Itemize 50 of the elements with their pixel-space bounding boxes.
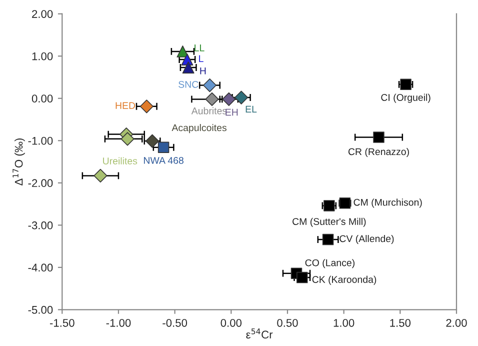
point [322, 234, 334, 246]
x-tick-label: 2.00 [446, 318, 467, 327]
series-label: Aubrites [191, 107, 227, 114]
point [205, 92, 219, 106]
series-label: H [200, 68, 206, 74]
x-tick-label: -1.50 [50, 318, 74, 327]
y-tick-label: -1.00 [28, 136, 53, 145]
y-tick-label: -4.00 [28, 264, 53, 272]
series-label: Ureilites [103, 157, 138, 164]
point [373, 132, 384, 143]
point [94, 168, 108, 183]
series-label: L [199, 55, 204, 62]
point [182, 62, 194, 74]
series-label: Acapulcoites [172, 124, 226, 134]
point [120, 132, 134, 146]
series-label: LL [194, 44, 204, 52]
series-label: CO (Lance) [305, 259, 354, 268]
point [140, 100, 154, 114]
x-tick-label: 1.50 [390, 318, 411, 327]
series-label: EH [226, 108, 238, 116]
y-tick-label: 1.00 [32, 52, 53, 60]
series-label: CI (Orgueil) [381, 94, 430, 103]
x-axis-title: ε$^{54}$Cr [246, 328, 273, 339]
x-tick-label: -0.50 [162, 318, 188, 327]
series-label: CM (Sutter's Mill) [292, 218, 366, 227]
series-label: EL [246, 106, 257, 113]
y-tick-label: -3.00 [28, 221, 53, 230]
point [222, 92, 236, 106]
point [158, 142, 170, 154]
point [234, 90, 248, 104]
x-tick-label: 1.00 [334, 318, 354, 327]
y-tick-label: -5.00 [28, 306, 53, 314]
series-label: HED [116, 102, 136, 109]
x-tick-label: 0.50 [277, 318, 298, 327]
x-tick-label: -1.00 [106, 318, 131, 327]
series-label: CR (Renazzo) [348, 148, 409, 158]
y-tick-label: -2.00 [28, 179, 53, 188]
series-label: NWA 468 [144, 157, 184, 164]
point [324, 200, 335, 212]
series-label: CM (Murchison) [354, 198, 422, 208]
series-label: CK (Karoonda) [312, 276, 376, 285]
y-tick-label: 0.00 [32, 94, 53, 102]
point [400, 78, 412, 90]
x-tick-label: 0.00 [220, 318, 242, 327]
y-axis-title: Δ$^{17}$O (‰) [12, 138, 25, 186]
point [296, 272, 308, 284]
y-tick-label: 2.00 [32, 10, 53, 18]
point [202, 78, 217, 92]
series-label: SNC [178, 80, 198, 88]
series-label: CV (Allende) [340, 234, 394, 244]
